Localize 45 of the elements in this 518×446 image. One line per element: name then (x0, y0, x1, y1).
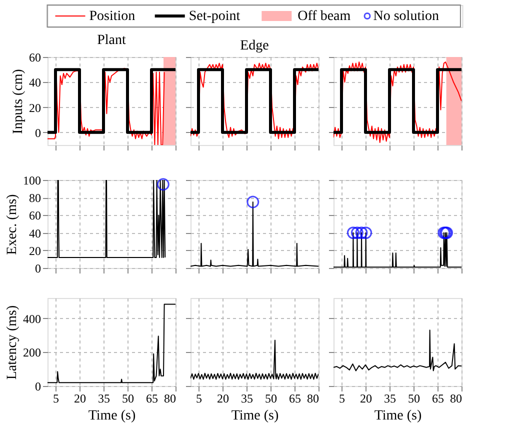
x-tick-label: 20 (74, 392, 86, 406)
x-tick-label: 5 (53, 392, 59, 406)
x-tick-label: 20 (360, 392, 372, 406)
y-tick-label: 60 (29, 208, 41, 223)
y-tick-label: 40 (29, 226, 41, 240)
y-axis-title: Exec. (ms) (5, 194, 20, 255)
x-tick-label: 65 (289, 392, 301, 406)
y-tick-label: 60 (29, 50, 41, 64)
y-tick-label: 20 (29, 100, 41, 115)
x-tick-label: 5 (196, 392, 202, 406)
y-tick-label: 400 (23, 312, 41, 326)
x-tick-label: 65 (432, 392, 444, 406)
y-tick-label: 20 (29, 244, 41, 258)
x-tick-label: 35 (384, 392, 396, 406)
line-series (48, 180, 166, 258)
x-tick-label: 35 (98, 392, 110, 406)
x-tick-label: 50 (265, 392, 277, 406)
x-tick-label: 50 (408, 392, 420, 406)
x-tick-label: 80 (450, 392, 462, 406)
chart-title: Plant (97, 33, 126, 48)
y-tick-label: 100 (23, 174, 41, 188)
line-series (48, 304, 176, 384)
y-tick-label: 200 (23, 346, 41, 360)
x-tick-label: 80 (307, 392, 319, 406)
x-axis-title: Time (s) (374, 408, 422, 424)
legend-label: Position (89, 9, 136, 24)
legend-label: Off beam (298, 9, 351, 24)
x-tick-label: 20 (217, 392, 229, 406)
x-axis-title: Time (s) (88, 408, 136, 424)
legend-label: Set-point (188, 9, 240, 24)
y-axis-title: Inputs (cm) (11, 68, 26, 134)
x-tick-label: 65 (146, 392, 158, 406)
x-tick-label: 80 (164, 392, 176, 406)
y-tick-label: 0 (35, 262, 41, 276)
y-axis-title: Latency (ms) (5, 305, 20, 380)
y-tick-label: 0 (35, 126, 41, 140)
legend-label: No solution (373, 9, 439, 24)
x-tick-label: 35 (241, 392, 253, 406)
y-tick-label: 40 (29, 76, 41, 90)
x-tick-label: 5 (339, 392, 345, 406)
chart-title: Edge (240, 38, 269, 54)
x-tick-label: 50 (122, 392, 134, 406)
y-tick-label: 0 (35, 380, 41, 394)
x-axis-title: Time (s) (231, 408, 279, 424)
y-tick-label: 80 (29, 191, 41, 206)
